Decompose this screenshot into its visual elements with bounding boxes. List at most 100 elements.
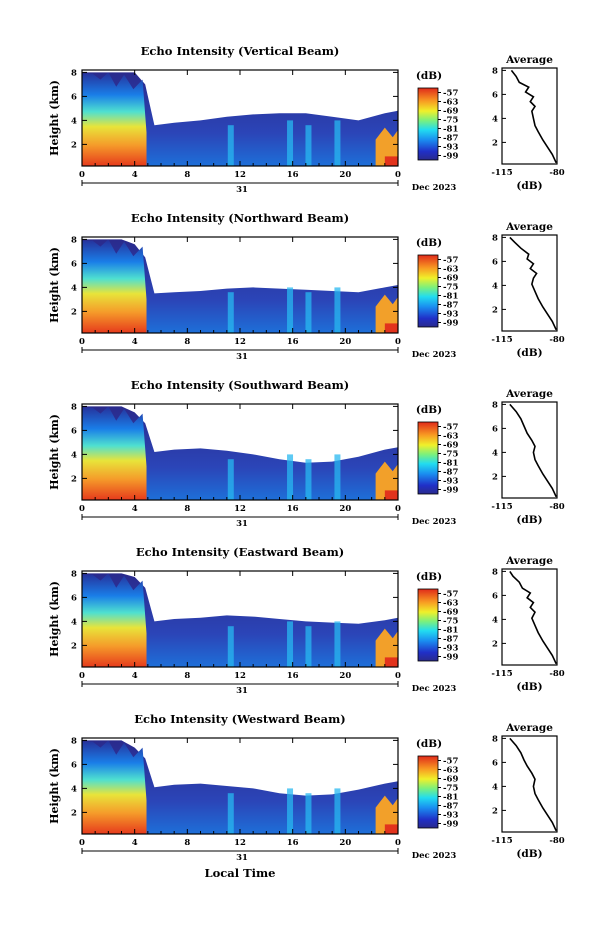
colorbar-tick-label: -93 [443, 477, 458, 487]
colorbar-tick-label: -93 [443, 310, 458, 320]
colorbar-tick-label: -75 [443, 617, 458, 627]
x-tick-label: 16 [287, 838, 299, 848]
colorbar-tick-label: -87 [443, 134, 458, 144]
profile-frame [501, 67, 558, 165]
profile-y-tick-label: 4 [492, 615, 498, 625]
colorbar-tick-label: -99 [443, 152, 458, 162]
profile-y-tick-label: 6 [492, 591, 498, 601]
panel-4: Echo Intensity (Westward Beam) Height (km… [48, 712, 565, 863]
colorbar-tick-label: -63 [443, 265, 458, 275]
x-tick-label: 20 [339, 671, 351, 681]
echo-field [82, 406, 398, 500]
echo-region [82, 72, 398, 166]
colorbar-tick-label: -75 [443, 450, 458, 460]
profile-y-tick-label: 8 [492, 734, 498, 744]
colorbar-tick-label: -93 [443, 143, 458, 153]
colorbar-tick-label: -63 [443, 766, 458, 776]
profile-title: Average [505, 555, 553, 567]
echo-field [82, 239, 398, 333]
colorbar [417, 588, 439, 662]
colorbar-tick-label: -93 [443, 811, 458, 821]
profile-y-tick-label: 6 [492, 758, 498, 768]
profile-y-tick-label: 6 [492, 424, 498, 434]
x-tick-label: 8 [184, 170, 190, 180]
convective-echo [82, 406, 147, 500]
convective-echo [82, 740, 147, 834]
echo-streak [287, 454, 294, 500]
profile-y-tick-label: 4 [492, 782, 498, 792]
profile-unit: (dB) [516, 681, 542, 693]
profile-unit: (dB) [516, 180, 542, 192]
echo-streak [334, 454, 341, 500]
date-label: Dec 2023 [412, 517, 457, 527]
x-tick-label: 12 [234, 504, 246, 514]
y-tick-label: 8 [71, 68, 77, 78]
echo-region [82, 406, 398, 500]
colorbar-tick-label: -69 [443, 608, 458, 618]
echo-streak [287, 621, 294, 667]
profile-y-tick-label: 2 [492, 472, 498, 482]
x-tick-label: 4 [132, 337, 138, 347]
panel-title: Echo Intensity (Eastward Beam) [136, 545, 344, 559]
y-axis-label: Height (km) [48, 581, 61, 657]
x-tick-label: 4 [132, 170, 138, 180]
colorbar-tick-label: -63 [443, 98, 458, 108]
colorbar-tick-label: -63 [443, 432, 458, 442]
colorbar-tick-label: -99 [443, 486, 458, 496]
y-tick-label: 2 [71, 808, 77, 818]
colorbar-unit: (dB) [416, 738, 442, 750]
x-tick-label: 20 [339, 838, 351, 848]
echo-streak [334, 621, 341, 667]
profile-y-tick-label: 4 [492, 281, 498, 291]
profile-line [509, 737, 557, 832]
y-tick-label: 6 [71, 259, 77, 269]
x-tick-label: 16 [287, 170, 299, 180]
echo-streak [227, 793, 234, 834]
colorbar [417, 421, 439, 495]
y-tick-label: 4 [71, 450, 77, 460]
y-tick-label: 4 [71, 784, 77, 794]
date-label: Dec 2023 [412, 183, 457, 193]
x-tick-label: 20 [339, 337, 351, 347]
rain-core [384, 323, 398, 333]
colorbar-tick-label: -99 [443, 820, 458, 830]
profile-line [510, 69, 557, 164]
colorbar-tick-label: -69 [443, 775, 458, 785]
profile-x-tick-label: -80 [549, 502, 564, 512]
y-tick-label: 2 [71, 641, 77, 651]
y-tick-label: 8 [71, 736, 77, 746]
x-tick-label: 0 [395, 838, 401, 848]
y-tick-label: 8 [71, 569, 77, 579]
colorbar-tick-label: -57 [443, 590, 458, 600]
profile-frame [501, 401, 558, 499]
profile-x-tick-label: -115 [491, 168, 512, 178]
colorbar-tick-label: -75 [443, 784, 458, 794]
x-tick-label: 8 [184, 337, 190, 347]
profile-x-tick-label: -80 [549, 335, 564, 345]
profile-x-tick-label: -115 [491, 669, 512, 679]
y-tick-label: 2 [71, 307, 77, 317]
y-axis-label: Height (km) [48, 80, 61, 156]
profile-x-tick-label: -80 [549, 836, 564, 846]
x-tick-label: 12 [234, 170, 246, 180]
colorbar-tick-label: -57 [443, 757, 458, 767]
x-tick-label: 12 [234, 671, 246, 681]
echo-streak [305, 626, 312, 667]
colorbar-tick-label: -69 [443, 107, 458, 117]
y-axis-label: Height (km) [48, 748, 61, 824]
panel-title: Echo Intensity (Vertical Beam) [141, 44, 340, 58]
convective-echo [82, 573, 147, 667]
colorbar-tick-label: -81 [443, 292, 458, 302]
x-tick-label: 20 [339, 504, 351, 514]
y-axis-label: Height (km) [48, 247, 61, 323]
colorbar-tick-label: -93 [443, 644, 458, 654]
profile-x-tick-label: -115 [491, 335, 512, 345]
rain-core [384, 156, 398, 166]
y-tick-label: 6 [71, 92, 77, 102]
y-tick-label: 4 [71, 116, 77, 126]
profile-x-tick-label: -115 [491, 502, 512, 512]
y-tick-label: 4 [71, 283, 77, 293]
colorbar-tick-label: -87 [443, 802, 458, 812]
x-tick-label: 16 [287, 504, 299, 514]
